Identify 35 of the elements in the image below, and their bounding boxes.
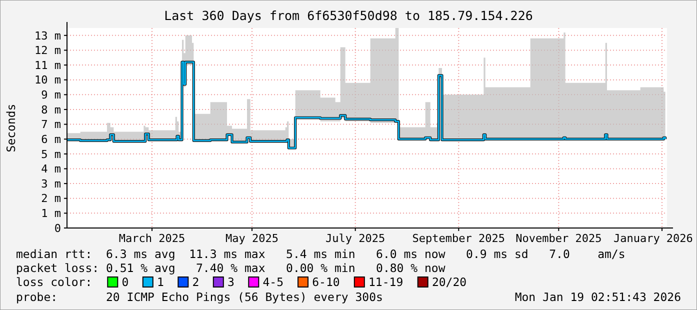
x-tick-label: July 2025 — [326, 232, 386, 245]
text: 0 — [122, 275, 129, 289]
y-tick-label: 11 m — [34, 58, 62, 72]
x-tick-label: September 2025 — [412, 232, 506, 245]
y-tick-label: 8 m — [41, 103, 62, 116]
y-axis-title: Seconds — [4, 104, 18, 152]
y-tick-label: 5 m — [41, 148, 62, 161]
y-tick-label: 0 — [54, 222, 61, 235]
x-tick-label: January 2026 — [613, 232, 693, 245]
text: 2 — [192, 275, 200, 289]
text: median rtt: 6.3 ms avg 11.3 ms max 5.4 ms min 6.0 ms now 0.9 ms sd 7.0 am/s — [16, 247, 626, 261]
y-tick-label: 12 m — [34, 44, 62, 58]
text: Mon Jan 19 02:51:43 2026 — [514, 290, 682, 304]
y-tick-label: 7 m — [41, 118, 62, 132]
text: 11-19 — [368, 275, 404, 289]
y-tick-label: 6 m — [41, 132, 62, 146]
x-tick-label: March 2025 — [118, 232, 186, 245]
text: 6-10 — [312, 275, 340, 289]
x-tick-label: May 2025 — [226, 232, 278, 245]
y-tick-label: 10 m — [34, 74, 62, 87]
y-tick-label: 1 m — [41, 207, 62, 220]
text: 3 — [228, 275, 234, 289]
y-tick-label: 13 m — [34, 29, 62, 42]
text: loss color: — [16, 275, 92, 289]
y-tick-label: 2 m — [41, 192, 62, 206]
text: 20/20 — [432, 275, 467, 289]
text: 4-5 — [262, 275, 284, 289]
y-tick-label: 9 m — [41, 88, 62, 102]
text: probe: 20 ICMP Echo Pings (56 Bytes) every 300s — [16, 290, 383, 304]
text: packet loss: 0.51 % avg 7.40 % max 0.00 % min 0.80 % now — [16, 261, 446, 275]
y-tick-label: 3 m — [41, 177, 62, 190]
text: 1 — [157, 275, 164, 289]
y-tick-label: 4 m — [41, 162, 62, 176]
x-tick-label: November 2025 — [516, 232, 602, 245]
chart-title: Last 360 Days from 6f6530f50d98 to 185.79.154.226 — [164, 8, 533, 23]
